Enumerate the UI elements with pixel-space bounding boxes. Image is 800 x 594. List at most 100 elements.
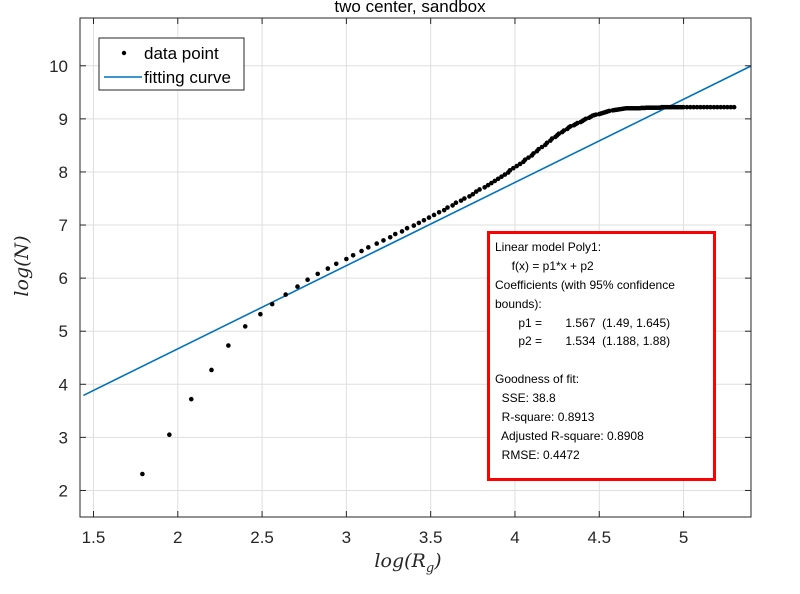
data-point bbox=[431, 212, 437, 218]
x-tick-label: 4 bbox=[510, 528, 519, 547]
x-tick-label: 2.5 bbox=[250, 528, 274, 547]
x-tick-label: 3 bbox=[342, 528, 351, 547]
data-point bbox=[450, 203, 455, 208]
data-point bbox=[499, 174, 504, 180]
fit-results-line: Goodness of fit: bbox=[495, 372, 580, 387]
data-point bbox=[489, 180, 494, 186]
axes-box bbox=[79, 17, 752, 518]
data-point bbox=[691, 104, 696, 110]
x-tick-label: 5 bbox=[679, 528, 688, 547]
data-point bbox=[421, 217, 427, 223]
data-point bbox=[711, 104, 717, 110]
data-point bbox=[514, 163, 519, 169]
fit-results-line: Coefficients (with 95% confidence bbox=[495, 277, 675, 292]
x-tick-label: 3.5 bbox=[419, 528, 443, 547]
data-point bbox=[544, 140, 550, 146]
data-point bbox=[333, 261, 339, 267]
data-point bbox=[725, 104, 730, 110]
data-point bbox=[462, 196, 467, 201]
data-point bbox=[495, 176, 501, 182]
fitting-curve-layer bbox=[83, 65, 752, 397]
data-point bbox=[416, 220, 422, 226]
x-tick-label: 1.5 bbox=[82, 528, 106, 547]
data-point bbox=[436, 209, 442, 215]
data-point bbox=[721, 104, 727, 110]
data-point bbox=[681, 104, 686, 110]
data-point bbox=[684, 104, 690, 110]
fit-results-line: R-square: 0.8913 bbox=[495, 410, 595, 425]
data-point bbox=[694, 104, 700, 110]
legend-marker-data-point bbox=[121, 50, 127, 56]
fit-results-line: RMSE: 0.4472 bbox=[495, 447, 580, 462]
fit-results-line: Adjusted R-square: 0.8908 bbox=[495, 428, 644, 443]
data-point bbox=[226, 343, 231, 348]
data-point bbox=[473, 189, 479, 194]
data-point bbox=[539, 144, 545, 150]
data-point bbox=[381, 238, 386, 243]
data-point bbox=[467, 194, 472, 199]
data-point bbox=[453, 200, 459, 206]
data-point bbox=[167, 432, 172, 438]
data-point bbox=[507, 168, 513, 173]
fitting-curve-line bbox=[83, 65, 752, 397]
data-point bbox=[714, 104, 720, 110]
data-point bbox=[704, 104, 710, 110]
data-point bbox=[731, 104, 737, 110]
data-point bbox=[387, 234, 393, 240]
x-axis-label: log(Rg) bbox=[374, 550, 441, 576]
data-point bbox=[517, 161, 523, 167]
y-tick-label: 5 bbox=[59, 322, 68, 341]
data-point bbox=[258, 311, 263, 317]
data-point bbox=[708, 104, 713, 110]
data-point bbox=[269, 301, 275, 307]
legend-box bbox=[98, 37, 245, 91]
x-tick-layer: 1.5 2 2.5 3 3.5 4 4.5 5 bbox=[82, 18, 688, 547]
data-point bbox=[477, 187, 482, 192]
y-tick-label: 10 bbox=[49, 57, 68, 76]
data-point bbox=[374, 241, 380, 246]
data-point bbox=[365, 245, 371, 250]
data-point bbox=[482, 185, 487, 190]
data-points-layer bbox=[140, 104, 737, 477]
data-point bbox=[526, 155, 531, 160]
data-point bbox=[536, 146, 541, 152]
fit-results-box: Linear model Poly1: f(x) = p1*x + p2 Coe… bbox=[487, 231, 716, 481]
fit-results-line: f(x) = p1*x + p2 bbox=[495, 258, 594, 273]
data-point bbox=[426, 215, 432, 220]
data-point bbox=[698, 104, 703, 110]
data-point bbox=[315, 271, 321, 277]
data-point bbox=[607, 108, 612, 114]
fit-results-line: p1 = 1.567 (1.49, 1.645) bbox=[495, 315, 671, 330]
data-point bbox=[404, 225, 410, 231]
data-point bbox=[502, 172, 508, 177]
data-point bbox=[593, 112, 599, 117]
data-point bbox=[531, 151, 536, 156]
data-point bbox=[445, 205, 450, 210]
data-point bbox=[485, 182, 491, 188]
x-tick-label: 2 bbox=[173, 528, 182, 547]
data-point bbox=[344, 256, 349, 262]
y-tick-label: 9 bbox=[59, 110, 68, 129]
fit-results-line: Linear model Poly1: bbox=[495, 240, 602, 254]
data-point bbox=[188, 396, 194, 402]
data-point bbox=[295, 284, 300, 289]
data-point bbox=[325, 266, 331, 271]
chart-title: two center, sandbox bbox=[334, 0, 486, 16]
y-tick-label: 2 bbox=[59, 481, 68, 500]
fit-results-line bbox=[495, 351, 708, 370]
fit-results-line: SSE: 38.8 bbox=[495, 391, 556, 406]
data-point bbox=[242, 324, 248, 329]
y-tick-label: 4 bbox=[59, 375, 68, 394]
data-point bbox=[510, 165, 516, 171]
data-point bbox=[441, 207, 447, 213]
x-tick-label: 4.5 bbox=[587, 528, 611, 547]
data-point bbox=[470, 191, 476, 197]
y-tick-layer: 2 3 4 5 6 7 8 9 10 bbox=[49, 57, 751, 500]
data-point bbox=[209, 367, 214, 373]
y-tick-label: 6 bbox=[59, 269, 68, 288]
data-point bbox=[458, 198, 464, 203]
y-axis-label: log(N) bbox=[11, 235, 33, 296]
data-point bbox=[728, 104, 734, 110]
data-point bbox=[350, 252, 356, 258]
data-point bbox=[283, 292, 288, 297]
